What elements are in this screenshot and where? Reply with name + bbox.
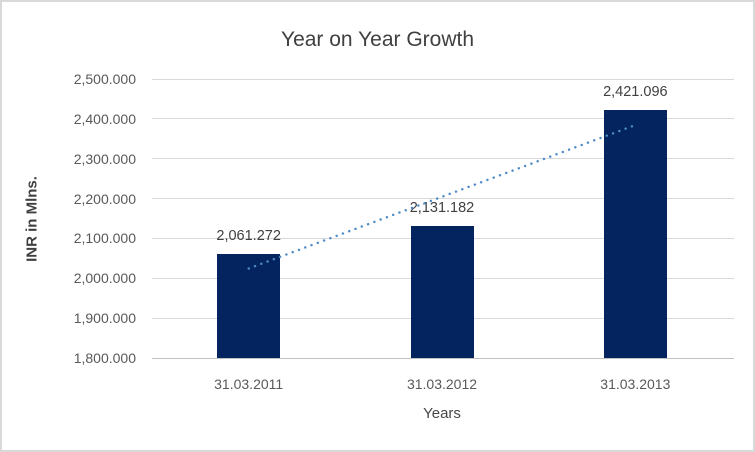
- x-axis-title: Years: [423, 405, 461, 422]
- bar-31-03-2012: [410, 226, 474, 358]
- y-axis-tick-label: 2,100.000: [73, 230, 136, 247]
- y-axis-title: INR in Mlns.: [23, 175, 41, 262]
- x-axis-line: [152, 357, 734, 359]
- y-axis-tick-label: 2,200.000: [73, 190, 136, 207]
- gridline: [152, 118, 734, 120]
- bar-value-label: 2,131.182: [409, 200, 475, 216]
- y-axis-tick-label: 1,800.000: [73, 350, 136, 366]
- y-axis-tick-label: 2,400.000: [73, 110, 136, 127]
- y-axis-tick-label: 2,000.000: [73, 270, 136, 287]
- x-axis-category-label: 31.03.2013: [600, 376, 671, 392]
- bar-value-label: 2,061.272: [216, 227, 281, 244]
- x-axis-category-label: 31.03.2011: [214, 376, 284, 392]
- x-axis-category-label: 31.03.2012: [406, 376, 478, 392]
- bar-value-label: 2,421.096: [603, 84, 668, 101]
- y-axis-tick-label: 1,900.000: [73, 310, 136, 327]
- bar-31-03-2013: [603, 110, 667, 358]
- gridline: [152, 78, 734, 80]
- y-axis-tick-label: 2,300.000: [73, 150, 136, 167]
- y-axis-tick-label: 2,500.000: [73, 71, 136, 87]
- chart-title: Year on Year Growth: [280, 28, 475, 51]
- bar-31-03-2011: [217, 253, 281, 358]
